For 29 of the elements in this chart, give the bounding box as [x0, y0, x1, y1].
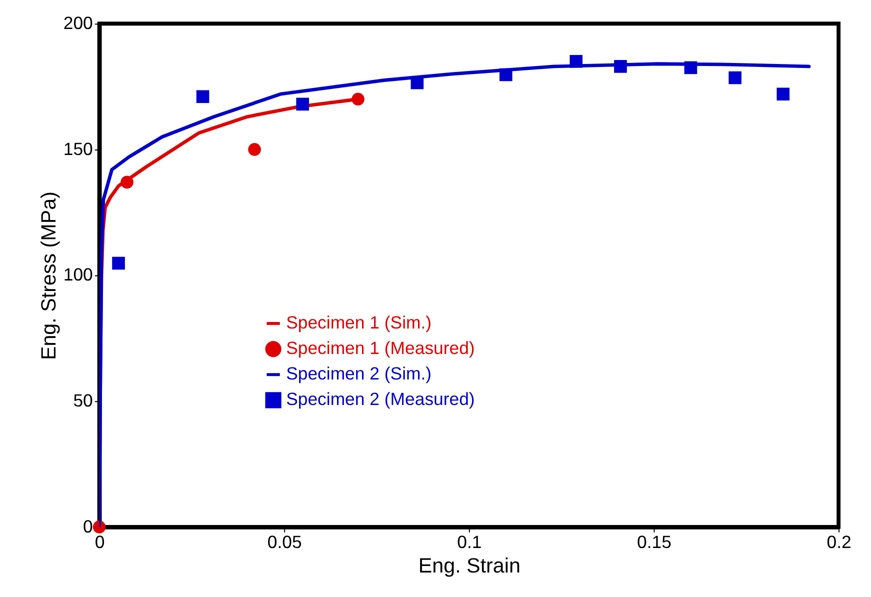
y-tick-label: 100 [63, 264, 94, 285]
point [120, 176, 134, 189]
point [499, 68, 512, 82]
point [112, 256, 125, 270]
point [352, 92, 364, 106]
point [684, 61, 698, 74]
point [196, 90, 210, 104]
point [776, 88, 790, 101]
x-tick-label: 0.15 [637, 532, 672, 552]
y-tick-label: 150 [63, 138, 94, 159]
legend-label: Specimen 1 (Sim.) [286, 312, 432, 332]
x-axis-title: Eng. Strain [418, 554, 520, 578]
legend-label: Specimen 2 (Measured) [286, 389, 475, 410]
legend-label: Specimen 1 (Measured) [286, 338, 475, 358]
point [410, 76, 424, 90]
point [92, 520, 106, 534]
point [248, 143, 261, 156]
y-axis-title: Eng. Stress (MPa) [38, 192, 61, 360]
x-tick-label: 0.2 [826, 532, 852, 552]
point [570, 54, 583, 68]
y-tick-label: 0 [83, 516, 94, 536]
x-tick-label: 0.1 [457, 532, 482, 552]
legend-label: Specimen 2 (Sim.) [286, 364, 432, 384]
y-tick-label: 50 [73, 390, 94, 411]
x-tick-label: 0.05 [267, 532, 302, 552]
point [728, 71, 742, 84]
point [614, 60, 627, 73]
y-tick-label: 200 [63, 13, 94, 34]
point [296, 98, 309, 111]
